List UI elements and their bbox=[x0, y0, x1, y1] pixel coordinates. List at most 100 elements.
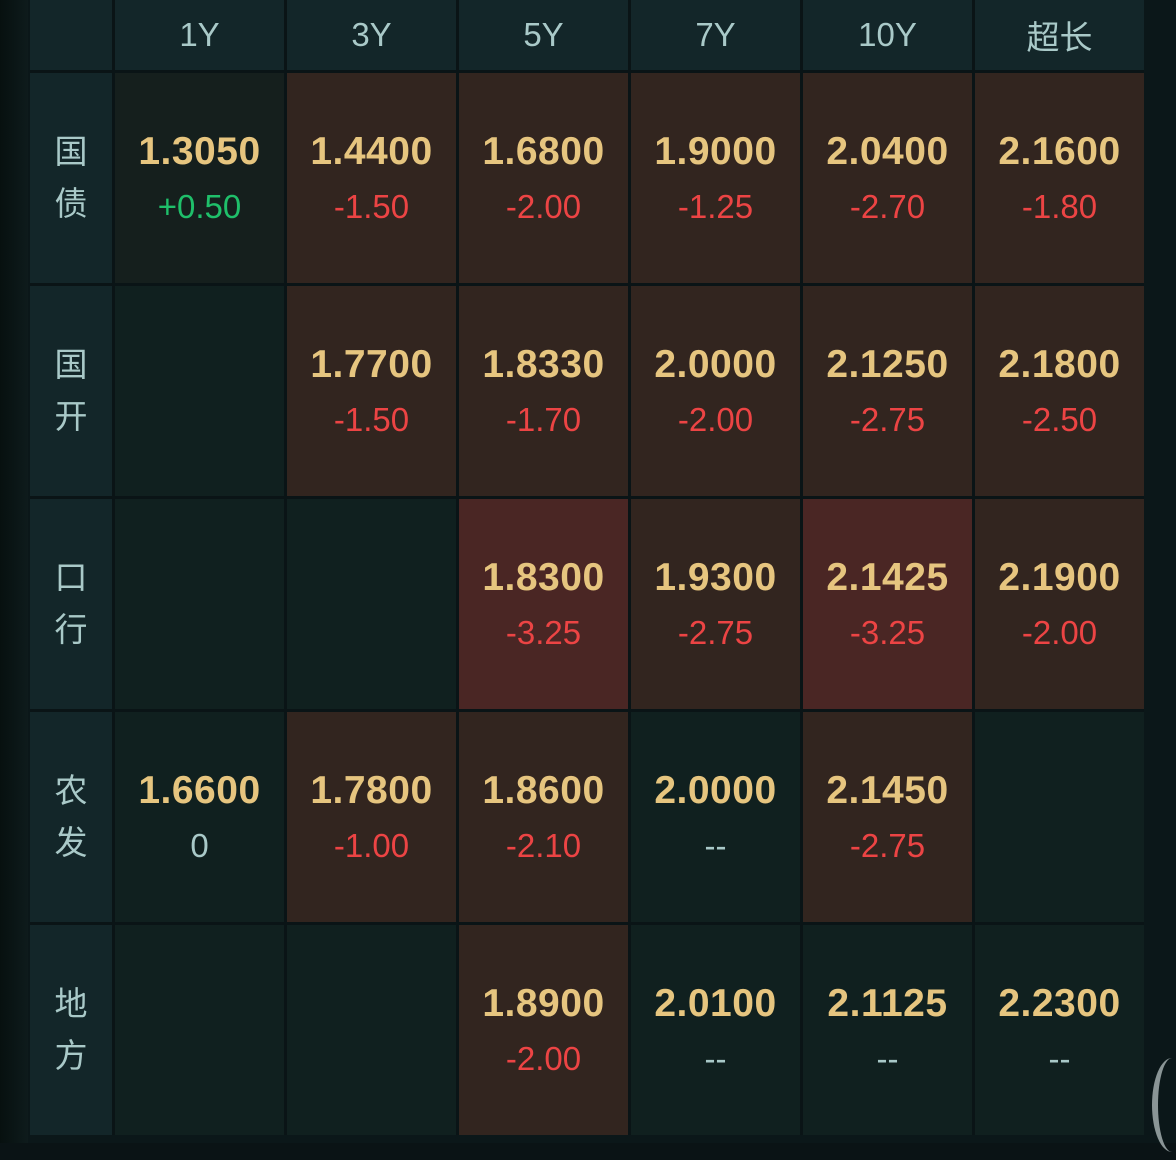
yield-change: -1.50 bbox=[333, 401, 410, 438]
yield-value: 1.7700 bbox=[310, 343, 433, 386]
column-header-超长[interactable]: 超长 bbox=[975, 0, 1144, 70]
row-label-char: 发 bbox=[54, 824, 88, 861]
yield-change: -2.10 bbox=[505, 827, 582, 864]
yield-value: 2.1250 bbox=[826, 343, 949, 386]
yield-change: -2.00 bbox=[505, 1040, 582, 1077]
column-header-7Y[interactable]: 7Y bbox=[631, 0, 800, 70]
yield-cell[interactable]: 2.2300 -- bbox=[975, 925, 1144, 1135]
yield-value: 1.3050 bbox=[138, 130, 261, 173]
row-label-char: 行 bbox=[54, 611, 88, 648]
row-label-char: 债 bbox=[54, 185, 88, 222]
yield-value: 2.1425 bbox=[826, 556, 949, 599]
yield-cell[interactable]: 2.1425 -3.25 bbox=[803, 499, 972, 709]
yield-value: 2.0400 bbox=[826, 130, 949, 173]
yield-value: 2.1125 bbox=[827, 982, 948, 1025]
yield-cell[interactable]: 2.0100 -- bbox=[631, 925, 800, 1135]
yield-cell[interactable]: 1.7700 -1.50 bbox=[287, 286, 456, 496]
yield-value: 2.0100 bbox=[654, 982, 777, 1025]
yield-cell[interactable]: 1.9300 -2.75 bbox=[631, 499, 800, 709]
yield-cell[interactable]: 2.1900 -2.00 bbox=[975, 499, 1144, 709]
header-corner bbox=[30, 0, 112, 70]
yield-value: 2.1600 bbox=[998, 130, 1121, 173]
yield-cell[interactable]: 1.7800 -1.00 bbox=[287, 712, 456, 922]
scroll-indicator[interactable] bbox=[1152, 1058, 1176, 1152]
column-header-10Y[interactable]: 10Y bbox=[803, 0, 972, 70]
yield-change: -- bbox=[876, 1040, 899, 1077]
row-label[interactable]: 农发 bbox=[30, 712, 112, 922]
yield-cell bbox=[287, 925, 456, 1135]
yield-change: -- bbox=[704, 827, 727, 864]
yield-value: 1.6800 bbox=[482, 130, 605, 173]
yield-change: -1.50 bbox=[333, 188, 410, 225]
yield-change: -1.25 bbox=[677, 188, 754, 225]
row-label[interactable]: 地方 bbox=[30, 925, 112, 1135]
bottom-bar bbox=[0, 1143, 1176, 1160]
yield-change: -2.00 bbox=[505, 188, 582, 225]
yield-cell[interactable]: 1.4400 -1.50 bbox=[287, 73, 456, 283]
yield-change: -- bbox=[1048, 1040, 1071, 1077]
yield-value: 2.0000 bbox=[654, 769, 777, 812]
yield-value: 1.8300 bbox=[482, 556, 605, 599]
yield-cell bbox=[115, 925, 284, 1135]
yield-cell[interactable]: 1.3050 +0.50 bbox=[115, 73, 284, 283]
row-label-char: 方 bbox=[54, 1037, 88, 1074]
yield-cell[interactable]: 2.1800 -2.50 bbox=[975, 286, 1144, 496]
yield-change: -1.80 bbox=[1021, 188, 1098, 225]
yield-cell[interactable]: 1.9000 -1.25 bbox=[631, 73, 800, 283]
yield-cell[interactable]: 1.8900 -2.00 bbox=[459, 925, 628, 1135]
column-header-5Y[interactable]: 5Y bbox=[459, 0, 628, 70]
yield-value: 1.8330 bbox=[482, 343, 605, 386]
yield-cell bbox=[287, 499, 456, 709]
yield-change: -3.25 bbox=[505, 614, 582, 651]
row-label[interactable]: 国债 bbox=[30, 73, 112, 283]
yield-cell bbox=[115, 286, 284, 496]
row-label-char: 地 bbox=[54, 985, 88, 1022]
yield-value: 1.8900 bbox=[482, 982, 605, 1025]
row-label-char: 农 bbox=[54, 772, 88, 809]
yield-change: -2.75 bbox=[677, 614, 754, 651]
yield-value: 1.4400 bbox=[310, 130, 433, 173]
left-edge bbox=[0, 0, 28, 1160]
yield-change: -2.00 bbox=[677, 401, 754, 438]
yield-cell[interactable]: 1.8300 -3.25 bbox=[459, 499, 628, 709]
yield-change: +0.50 bbox=[157, 188, 242, 225]
yield-change: -2.70 bbox=[849, 188, 926, 225]
yield-matrix: 1Y 3Y 5Y 7Y 10Y 超长国债 1.3050 +0.50 1.4400 -1.50 1.6… bbox=[30, 0, 1144, 1135]
yield-value: 2.1450 bbox=[826, 769, 949, 812]
yield-cell[interactable]: 2.1125 -- bbox=[803, 925, 972, 1135]
yield-change: -2.00 bbox=[1021, 614, 1098, 651]
yield-change: -2.75 bbox=[849, 401, 926, 438]
yield-value: 1.8600 bbox=[482, 769, 605, 812]
column-header-3Y[interactable]: 3Y bbox=[287, 0, 456, 70]
yield-value: 2.1800 bbox=[998, 343, 1121, 386]
yield-value: 1.9300 bbox=[654, 556, 777, 599]
yield-change: -2.50 bbox=[1021, 401, 1098, 438]
yield-cell bbox=[115, 499, 284, 709]
yield-cell bbox=[975, 712, 1144, 922]
yield-cell[interactable]: 1.8600 -2.10 bbox=[459, 712, 628, 922]
yield-cell[interactable]: 1.6800 -2.00 bbox=[459, 73, 628, 283]
row-label-char: 国 bbox=[54, 346, 88, 383]
yield-cell[interactable]: 2.0400 -2.70 bbox=[803, 73, 972, 283]
yield-change: -3.25 bbox=[849, 614, 926, 651]
row-label-char: 国 bbox=[54, 133, 88, 170]
yield-change: -2.75 bbox=[849, 827, 926, 864]
yield-cell[interactable]: 2.1250 -2.75 bbox=[803, 286, 972, 496]
column-header-1Y[interactable]: 1Y bbox=[115, 0, 284, 70]
yield-cell[interactable]: 2.0000 -2.00 bbox=[631, 286, 800, 496]
yield-cell[interactable]: 1.6600 0 bbox=[115, 712, 284, 922]
yield-cell[interactable]: 2.1600 -1.80 bbox=[975, 73, 1144, 283]
row-label-char: 开 bbox=[54, 398, 88, 435]
yield-value: 1.7800 bbox=[310, 769, 433, 812]
row-label-char: 口 bbox=[54, 559, 88, 596]
row-label[interactable]: 口行 bbox=[30, 499, 112, 709]
yield-cell[interactable]: 1.8330 -1.70 bbox=[459, 286, 628, 496]
yield-value: 2.2300 bbox=[998, 982, 1121, 1025]
yield-value: 1.6600 bbox=[138, 769, 261, 812]
yield-cell[interactable]: 2.1450 -2.75 bbox=[803, 712, 972, 922]
yield-value: 1.9000 bbox=[654, 130, 777, 173]
yield-value: 2.0000 bbox=[654, 343, 777, 386]
yield-cell[interactable]: 2.0000 -- bbox=[631, 712, 800, 922]
yield-change: -- bbox=[704, 1040, 727, 1077]
row-label[interactable]: 国开 bbox=[30, 286, 112, 496]
